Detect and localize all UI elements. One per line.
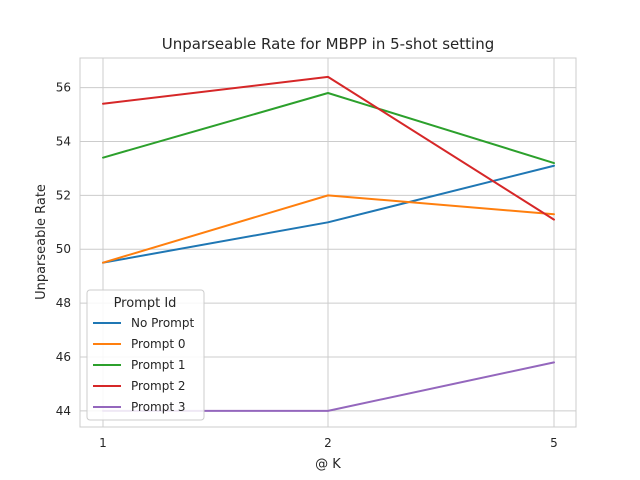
y-tick-label: 48: [56, 296, 71, 310]
x-tick-label: 2: [324, 436, 332, 450]
y-tick-label: 56: [56, 81, 71, 95]
legend-label: Prompt 0: [131, 337, 186, 351]
legend-label: Prompt 2: [131, 379, 186, 393]
legend-entry: Prompt 1: [93, 358, 186, 372]
y-tick-label: 52: [56, 188, 71, 202]
series-lines: [102, 75, 555, 412]
y-tick-label: 50: [56, 242, 71, 256]
legend-label: No Prompt: [131, 316, 194, 330]
y-tick-label: 46: [56, 350, 71, 364]
legend-entry: Prompt 2: [93, 379, 186, 393]
legend-title: Prompt Id: [114, 296, 177, 311]
series-line: [102, 75, 555, 221]
x-tick-label: 5: [550, 436, 558, 450]
series-line: [102, 92, 555, 165]
series-line: [102, 194, 555, 264]
legend-entry: Prompt 0: [93, 337, 186, 351]
chart-title: Unparseable Rate for MBPP in 5-shot sett…: [162, 35, 494, 53]
legend-items: No Prompt Prompt 0 Prompt 1 Prompt 2 Prompt …: [93, 316, 194, 414]
legend-entry: No Prompt: [93, 316, 194, 330]
legend-entry: Prompt 3: [93, 400, 186, 414]
x-tick-label: 1: [99, 436, 107, 450]
x-axis-label: @ K: [315, 457, 341, 472]
y-tick-label: 54: [56, 134, 71, 148]
axis-ticks: 1 2 5 44 46 48 50 52 54 56: [56, 81, 558, 450]
legend-label: Prompt 3: [131, 400, 186, 414]
legend: Prompt Id No Prompt Prompt 0 Prompt 1 Promp…: [86, 289, 205, 421]
series-line: [102, 164, 555, 264]
legend-label: Prompt 1: [131, 358, 186, 372]
y-axis-label: Unparseable Rate: [34, 184, 49, 300]
y-tick-label: 44: [56, 404, 71, 418]
